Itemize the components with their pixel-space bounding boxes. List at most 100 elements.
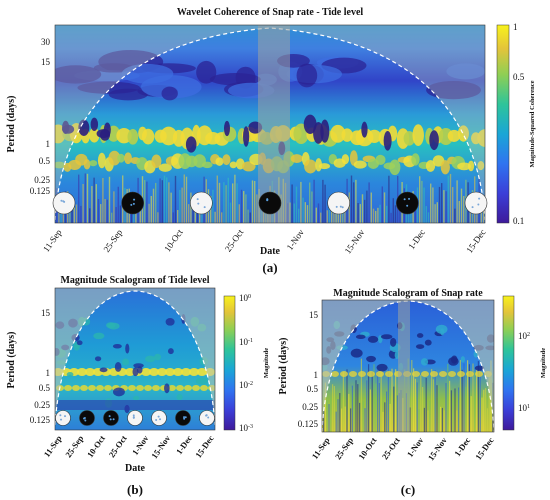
colorbar-tick: 101 (518, 403, 530, 413)
moon-spot (157, 415, 160, 418)
x-tick-label: 25-Oct (223, 227, 246, 254)
colorbar-tick: 10-1 (239, 337, 253, 347)
moon-phase-icon (52, 191, 76, 215)
moon-spot (59, 414, 62, 417)
moon-spot (159, 418, 162, 421)
y-tick-label: 0.5 (307, 384, 319, 394)
panel-b-ylabel: Period (days) (6, 332, 17, 389)
x-tick-label: 15-Nov (149, 433, 173, 461)
moon-spot (183, 417, 186, 420)
x-tick-label: 25-Oct (107, 433, 129, 459)
moon-spot (62, 200, 65, 203)
x-tick-label: 25-Sep (63, 433, 85, 459)
moon-phase-icon (327, 191, 350, 215)
x-tick-label: 15-Nov (343, 227, 367, 256)
moon-spot (408, 197, 411, 200)
panel-a-title: Wavelet Coherence of Snap rate - Tide le… (177, 7, 364, 18)
panel-c-y-ticks: 15 1 0.5 0.25 0.125 (298, 310, 319, 429)
x-tick-label: 1-Nov (405, 435, 426, 459)
colorbar-tick: 102 (518, 331, 530, 341)
panel-c-x-ticks: 11-Sep 25-Sep 10-Oct 25-Oct 1-Nov 15-Nov 1-Dec… (310, 435, 496, 463)
colorbar-tick: 10-2 (239, 380, 253, 390)
moon-spot (60, 418, 63, 421)
moon-phase-icon (55, 410, 71, 426)
panel-c-label: (c) (401, 482, 415, 497)
panel-c-heatmap (322, 300, 494, 432)
panel-a-colorbar-label: Magnitude-Squared Coherence (529, 80, 536, 167)
y-tick-label: 1 (46, 139, 51, 149)
moon-spot (266, 199, 269, 202)
moon-spot (207, 416, 210, 419)
moon-spot (477, 203, 480, 206)
panel-c-ylabel: Period (days) (278, 338, 289, 395)
x-tick-label: 11-Sep (42, 433, 64, 459)
moon-spot (478, 197, 481, 200)
panel-a-moon-phases (52, 191, 488, 215)
x-tick-label: 15-Nov (426, 435, 450, 463)
panel-b-y-ticks: 15 1 0.5 0.25 0.125 (30, 308, 51, 425)
moon-phase-icon (396, 191, 419, 215)
colorbar-tick: 10-3 (239, 423, 253, 433)
moon-spot (341, 206, 344, 209)
y-tick-label: 1 (314, 370, 319, 380)
panel-b-title: Magnitude Scalogram of Tide level (60, 275, 209, 286)
moon-phase-icon (127, 410, 143, 426)
moon-spot (335, 205, 338, 208)
moon-spot (109, 418, 112, 421)
y-tick-label: 0.125 (298, 419, 319, 429)
colorbar-tick: 100 (239, 293, 251, 303)
moon-phase-icon (103, 410, 119, 426)
panel-b-colorbar-ticks: 100 10-1 10-2 10-3 (239, 293, 253, 433)
colorbar-tick: 1 (513, 22, 518, 32)
x-tick-label: 1-Dec (174, 433, 194, 456)
x-tick-label: 1-Dec (452, 435, 472, 458)
moon-spot (132, 414, 135, 417)
x-tick-label: 15-Dec (473, 435, 496, 461)
moon-spot (84, 419, 87, 422)
moon-spot (108, 415, 111, 418)
x-tick-label: 25-Sep (333, 435, 355, 461)
moon-spot (403, 198, 406, 201)
panel-c-colorbar-label: Magnitude (540, 348, 547, 378)
y-tick-label: 0.5 (39, 156, 51, 166)
y-tick-label: 0.5 (39, 383, 51, 393)
x-tick-label: 10-Oct (356, 435, 378, 461)
y-tick-label: 0.125 (30, 186, 51, 196)
y-tick-label: 0.25 (34, 175, 50, 185)
panel-b-xlabel: Date (125, 463, 146, 474)
moon-spot (339, 205, 342, 208)
moon-spot (406, 204, 409, 207)
y-tick-label: 0.25 (302, 402, 318, 412)
x-tick-label: 15-Dec (464, 227, 487, 254)
moon-spot (132, 416, 135, 419)
panel-a-colorbar (496, 24, 510, 224)
moon-spot (60, 199, 63, 202)
moon-spot (64, 415, 67, 418)
x-tick-label: 25-Oct (380, 435, 402, 461)
y-tick-label: 15 (41, 57, 51, 67)
moon-spot (203, 206, 206, 209)
moon-spot (83, 416, 86, 419)
x-tick-label: 15-Dec (193, 433, 216, 459)
x-tick-label: 1-Nov (285, 227, 307, 252)
y-tick-label: 30 (41, 37, 51, 47)
x-tick-label: 1-Dec (406, 227, 427, 251)
moon-phase-icon (121, 191, 144, 215)
moon-spot (183, 416, 186, 419)
panel-a-ylabel: Period (days) (6, 96, 17, 153)
y-tick-label: 1 (46, 368, 51, 378)
moon-spot (112, 418, 115, 421)
panel-b-colorbar (223, 295, 236, 431)
panel-b-label: (b) (127, 482, 143, 497)
x-tick-label: 10-Oct (162, 227, 185, 254)
y-tick-label: 15 (41, 308, 51, 318)
panel-a-xlabel: Date (260, 246, 281, 257)
moon-phase-icon (79, 410, 95, 426)
panel-a-y-ticks: 30 15 1 0.5 0.25 0.125 (30, 37, 51, 196)
x-tick-label: 1-Nov (130, 433, 151, 457)
panel-b-moon-phases (55, 410, 215, 426)
x-tick-label: 25-Sep (101, 227, 124, 254)
moon-spot (196, 198, 199, 201)
